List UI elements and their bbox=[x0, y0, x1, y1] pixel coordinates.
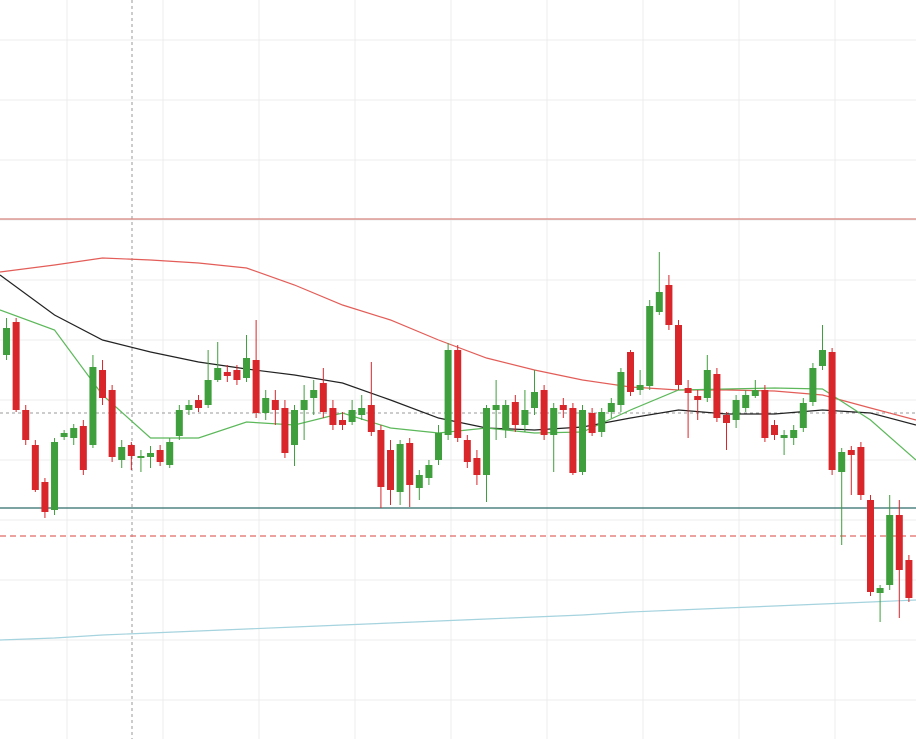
candle-body bbox=[319, 383, 327, 412]
candle-body bbox=[262, 398, 270, 413]
candle-body bbox=[684, 388, 692, 393]
candle-body bbox=[559, 405, 567, 410]
candle-body bbox=[147, 453, 155, 457]
candle-body bbox=[137, 456, 145, 458]
candle-body bbox=[214, 368, 222, 380]
moving-average-line bbox=[0, 599, 916, 641]
candle-body bbox=[569, 408, 577, 473]
candle-body bbox=[444, 350, 452, 435]
candle-body bbox=[127, 445, 135, 456]
candle-body bbox=[540, 390, 548, 435]
candle-body bbox=[771, 425, 779, 435]
candle-body bbox=[598, 412, 606, 432]
candle-body bbox=[607, 403, 615, 412]
candle-body bbox=[329, 408, 337, 425]
candle-body bbox=[233, 370, 241, 380]
candle-body bbox=[51, 442, 59, 510]
candle-body bbox=[348, 410, 356, 422]
candle-body bbox=[703, 370, 711, 398]
candle-body bbox=[367, 405, 375, 432]
candle-body bbox=[166, 442, 174, 465]
candle-body bbox=[655, 292, 663, 312]
candle-body bbox=[588, 413, 596, 433]
candle-body bbox=[300, 400, 308, 410]
candle-body bbox=[694, 396, 702, 400]
candle-body bbox=[291, 410, 299, 445]
candle-body bbox=[99, 370, 107, 398]
candle-body bbox=[502, 405, 510, 430]
candle-body bbox=[761, 390, 769, 438]
candle-body bbox=[886, 515, 894, 585]
candle-body bbox=[435, 433, 443, 460]
candle-body bbox=[511, 402, 519, 425]
candle-body bbox=[12, 322, 20, 410]
candle-body bbox=[310, 390, 318, 398]
candle-body bbox=[358, 408, 366, 415]
candle-body bbox=[339, 420, 347, 425]
candle-body bbox=[243, 358, 251, 378]
candle-body bbox=[195, 400, 203, 408]
candle-body bbox=[531, 392, 539, 408]
candle-body bbox=[847, 450, 855, 455]
candle-body bbox=[185, 405, 193, 410]
candle-body bbox=[396, 444, 404, 492]
candle-body bbox=[425, 465, 433, 478]
candle-body bbox=[550, 408, 558, 435]
candle-body bbox=[473, 458, 481, 475]
candle-body bbox=[89, 367, 97, 445]
candle-body bbox=[751, 390, 759, 396]
candle-body bbox=[675, 325, 683, 385]
candle-body bbox=[118, 447, 126, 460]
candle-body bbox=[636, 385, 644, 390]
candle-body bbox=[387, 450, 395, 490]
candle-body bbox=[204, 380, 212, 405]
candle-body bbox=[646, 306, 654, 386]
candle-body bbox=[876, 588, 884, 593]
candle-body bbox=[454, 350, 462, 438]
moving-average-line bbox=[0, 309, 916, 461]
candle-body bbox=[799, 403, 807, 428]
candle-body bbox=[713, 374, 721, 418]
candle-body bbox=[156, 450, 164, 462]
candle-body bbox=[415, 475, 423, 488]
candle-body bbox=[463, 440, 471, 462]
candle-body bbox=[521, 410, 529, 425]
candle-body bbox=[223, 372, 231, 376]
candle-body bbox=[79, 426, 87, 470]
candle-body bbox=[377, 430, 385, 487]
candle-body bbox=[780, 435, 788, 438]
candle-body bbox=[790, 430, 798, 438]
candle-body bbox=[31, 445, 39, 490]
candle-body bbox=[742, 395, 750, 408]
candle-body bbox=[483, 408, 491, 475]
candle-body bbox=[579, 410, 587, 472]
candle-body bbox=[60, 433, 68, 437]
candle-body bbox=[895, 515, 903, 570]
candle-body bbox=[492, 405, 500, 410]
candle-body bbox=[22, 410, 30, 440]
candle-body bbox=[838, 452, 846, 472]
candle-body bbox=[41, 482, 49, 512]
candle-body bbox=[70, 428, 78, 438]
candle-body bbox=[828, 352, 836, 470]
candle-body bbox=[809, 368, 817, 402]
candle-body bbox=[723, 415, 731, 423]
candle-body bbox=[252, 360, 260, 413]
candle-body bbox=[866, 500, 874, 592]
candle-body bbox=[818, 350, 826, 366]
candle-body bbox=[3, 328, 11, 355]
candle-body bbox=[627, 352, 635, 392]
candle-body bbox=[732, 400, 740, 420]
candle-body bbox=[108, 390, 116, 457]
candle-body bbox=[905, 560, 913, 598]
candle-body bbox=[271, 400, 279, 410]
candle-body bbox=[665, 285, 673, 325]
candle-body bbox=[175, 410, 183, 436]
candle-body bbox=[406, 443, 414, 485]
candle-body bbox=[281, 408, 289, 453]
candle-body bbox=[857, 447, 865, 495]
candle-body bbox=[617, 372, 625, 405]
